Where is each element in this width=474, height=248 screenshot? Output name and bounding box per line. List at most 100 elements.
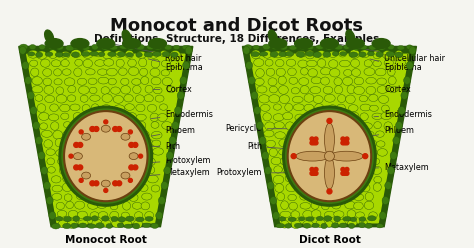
Ellipse shape bbox=[95, 60, 105, 66]
Ellipse shape bbox=[383, 51, 392, 59]
Ellipse shape bbox=[92, 219, 102, 228]
Ellipse shape bbox=[103, 166, 113, 173]
Ellipse shape bbox=[388, 76, 396, 85]
Ellipse shape bbox=[349, 52, 358, 57]
Ellipse shape bbox=[286, 109, 373, 203]
Ellipse shape bbox=[300, 194, 308, 200]
Ellipse shape bbox=[353, 44, 359, 50]
Ellipse shape bbox=[59, 106, 153, 206]
Ellipse shape bbox=[375, 68, 386, 76]
Ellipse shape bbox=[361, 184, 370, 192]
Ellipse shape bbox=[349, 112, 359, 120]
Text: Monocot Root: Monocot Root bbox=[65, 235, 147, 245]
Ellipse shape bbox=[41, 130, 52, 137]
Ellipse shape bbox=[46, 197, 53, 205]
Ellipse shape bbox=[182, 45, 191, 50]
Ellipse shape bbox=[264, 130, 274, 137]
Ellipse shape bbox=[359, 217, 366, 221]
Ellipse shape bbox=[292, 96, 303, 103]
Ellipse shape bbox=[82, 52, 90, 56]
Ellipse shape bbox=[32, 86, 43, 93]
Ellipse shape bbox=[96, 123, 104, 129]
Ellipse shape bbox=[64, 122, 71, 128]
Ellipse shape bbox=[106, 184, 113, 192]
Ellipse shape bbox=[311, 210, 321, 218]
Ellipse shape bbox=[37, 51, 47, 59]
Ellipse shape bbox=[72, 167, 80, 174]
Ellipse shape bbox=[279, 86, 288, 94]
Ellipse shape bbox=[177, 92, 184, 99]
Ellipse shape bbox=[329, 68, 340, 77]
Ellipse shape bbox=[114, 105, 125, 112]
Ellipse shape bbox=[378, 44, 386, 50]
Text: Protoxylem: Protoxylem bbox=[146, 155, 211, 165]
Ellipse shape bbox=[74, 68, 82, 77]
Circle shape bbox=[341, 137, 345, 141]
Ellipse shape bbox=[45, 39, 63, 48]
Circle shape bbox=[94, 181, 99, 186]
Ellipse shape bbox=[54, 79, 62, 85]
Text: Metaxylem: Metaxylem bbox=[146, 168, 210, 177]
Ellipse shape bbox=[115, 166, 125, 173]
Ellipse shape bbox=[321, 203, 329, 210]
Ellipse shape bbox=[98, 77, 109, 84]
Ellipse shape bbox=[40, 123, 47, 130]
Ellipse shape bbox=[128, 113, 137, 120]
Ellipse shape bbox=[293, 104, 304, 111]
Ellipse shape bbox=[52, 193, 62, 200]
Ellipse shape bbox=[135, 158, 146, 164]
Ellipse shape bbox=[254, 59, 264, 66]
Ellipse shape bbox=[91, 104, 99, 112]
Ellipse shape bbox=[123, 220, 132, 227]
Ellipse shape bbox=[357, 158, 367, 166]
Circle shape bbox=[74, 165, 79, 170]
Ellipse shape bbox=[251, 92, 258, 99]
Circle shape bbox=[128, 179, 132, 182]
Ellipse shape bbox=[74, 130, 82, 137]
Ellipse shape bbox=[306, 217, 314, 221]
Ellipse shape bbox=[151, 185, 160, 192]
Ellipse shape bbox=[319, 185, 328, 193]
Ellipse shape bbox=[108, 78, 117, 85]
Ellipse shape bbox=[103, 175, 114, 183]
Ellipse shape bbox=[270, 197, 277, 205]
Ellipse shape bbox=[66, 201, 73, 209]
Ellipse shape bbox=[346, 149, 356, 156]
Ellipse shape bbox=[44, 140, 53, 148]
Ellipse shape bbox=[82, 122, 92, 130]
Ellipse shape bbox=[343, 217, 352, 221]
Ellipse shape bbox=[135, 166, 145, 175]
Ellipse shape bbox=[74, 184, 82, 192]
Circle shape bbox=[341, 141, 345, 145]
Ellipse shape bbox=[36, 52, 43, 57]
Ellipse shape bbox=[316, 216, 323, 221]
Ellipse shape bbox=[295, 176, 304, 183]
Ellipse shape bbox=[296, 151, 329, 161]
Ellipse shape bbox=[82, 167, 90, 175]
Ellipse shape bbox=[395, 122, 402, 129]
Ellipse shape bbox=[346, 30, 355, 43]
Ellipse shape bbox=[328, 123, 339, 129]
Ellipse shape bbox=[334, 78, 342, 86]
Circle shape bbox=[133, 142, 138, 147]
Ellipse shape bbox=[45, 30, 54, 43]
Ellipse shape bbox=[83, 216, 91, 221]
Ellipse shape bbox=[19, 44, 27, 50]
Ellipse shape bbox=[273, 104, 282, 110]
Ellipse shape bbox=[260, 104, 270, 111]
Ellipse shape bbox=[126, 53, 133, 57]
Circle shape bbox=[345, 141, 349, 145]
Ellipse shape bbox=[71, 39, 89, 48]
Ellipse shape bbox=[147, 104, 156, 112]
Ellipse shape bbox=[48, 50, 57, 59]
Ellipse shape bbox=[354, 202, 363, 210]
Ellipse shape bbox=[362, 123, 373, 129]
Ellipse shape bbox=[71, 223, 78, 228]
Ellipse shape bbox=[265, 59, 273, 66]
Ellipse shape bbox=[268, 78, 277, 86]
Ellipse shape bbox=[158, 197, 165, 205]
Ellipse shape bbox=[145, 217, 153, 221]
Ellipse shape bbox=[82, 45, 90, 50]
Ellipse shape bbox=[64, 140, 73, 146]
Ellipse shape bbox=[71, 175, 79, 182]
